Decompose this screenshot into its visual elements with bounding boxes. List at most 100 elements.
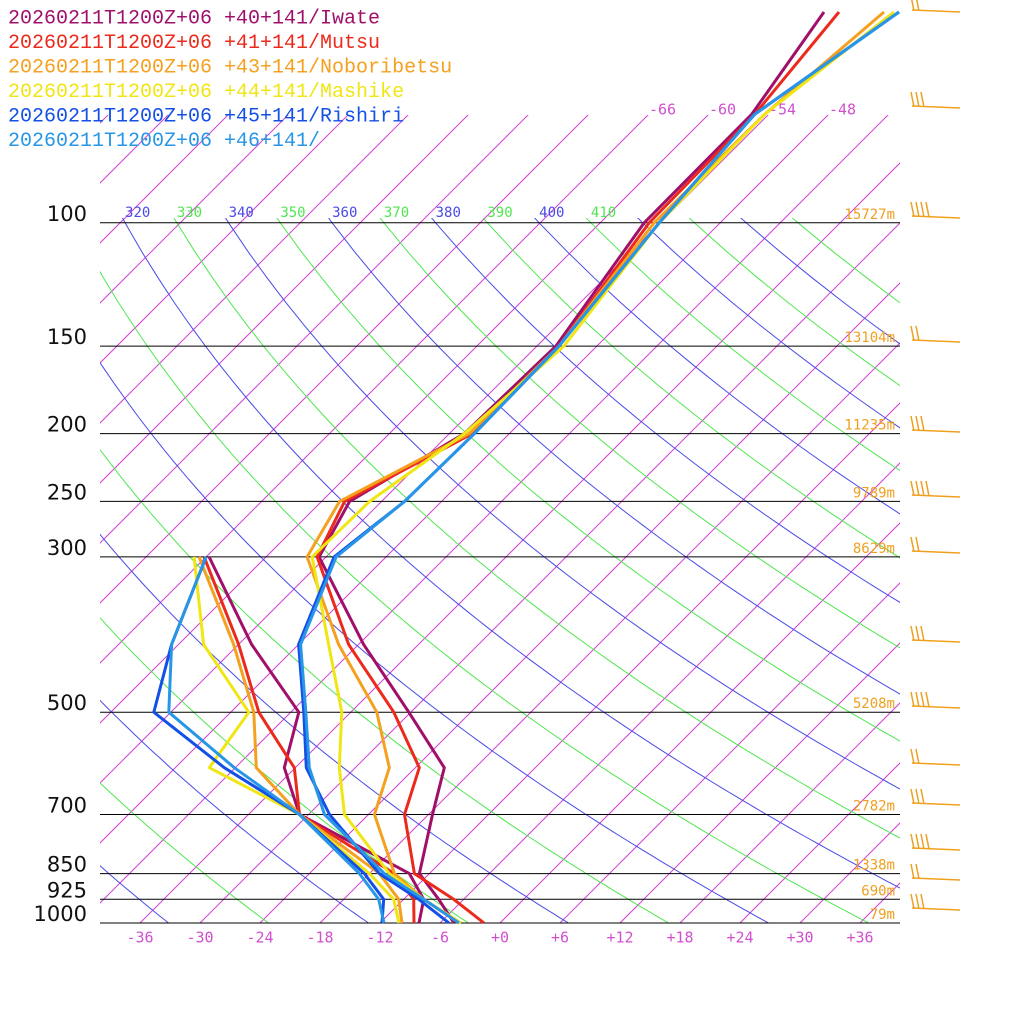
isotherm bbox=[100, 115, 169, 184]
dry-adiabat bbox=[121, 218, 900, 889]
theta-label: 330 bbox=[177, 205, 202, 221]
dry-adiabat bbox=[173, 218, 900, 839]
y-tick-label: 850 bbox=[47, 853, 87, 877]
wind-barb bbox=[910, 691, 961, 709]
wind-barb bbox=[910, 748, 961, 766]
dry-adiabat bbox=[379, 218, 900, 649]
wind-barbs bbox=[910, 0, 961, 911]
height-label: 5208m bbox=[853, 696, 895, 712]
theta-label: 320 bbox=[125, 205, 150, 221]
dry-adiabat bbox=[100, 361, 769, 923]
x-tick-label: -6 bbox=[431, 929, 449, 947]
dry-adiabat bbox=[100, 270, 869, 923]
isotherm bbox=[859, 882, 900, 923]
isotherm bbox=[499, 522, 900, 923]
legend-entry: 20260211T1200Z+06 +40+141/Iwate bbox=[8, 7, 380, 30]
isotherm bbox=[100, 115, 589, 604]
wind-barb bbox=[910, 480, 961, 498]
temperature-line bbox=[305, 10, 885, 925]
x-tick-label: +0 bbox=[491, 929, 509, 947]
x-tick-label: -18 bbox=[306, 929, 333, 947]
y-tick-label: 250 bbox=[47, 480, 87, 504]
isotherm bbox=[679, 702, 900, 923]
dewpoint-line bbox=[167, 556, 386, 924]
dry-adiabat bbox=[431, 218, 900, 603]
legend-entry: 20260211T1200Z+06 +45+141/Rishiri bbox=[8, 105, 404, 128]
wind-barb bbox=[910, 788, 961, 806]
x-tick-label: +36 bbox=[846, 929, 873, 947]
temperature-line bbox=[299, 10, 900, 925]
x-tick-label: +6 bbox=[551, 929, 569, 947]
height-label: 690m bbox=[861, 883, 895, 899]
height-label: 8629m bbox=[853, 541, 895, 557]
legend-entry: 20260211T1200Z+06 +43+141/Noboribetsu bbox=[8, 56, 452, 79]
isotherm bbox=[100, 115, 349, 364]
isotherm bbox=[319, 342, 900, 923]
x-tick-label: -12 bbox=[366, 929, 393, 947]
temperature-line bbox=[315, 11, 841, 925]
dry-adiabat bbox=[100, 448, 669, 923]
y-tick-label: 300 bbox=[47, 536, 87, 560]
temperature-line bbox=[317, 11, 826, 924]
theta-label: 390 bbox=[487, 205, 512, 221]
y-tick-label: 925 bbox=[47, 878, 87, 902]
isotherm bbox=[100, 115, 829, 844]
y-tick-label: 200 bbox=[47, 413, 87, 437]
height-label: 2782m bbox=[853, 799, 895, 815]
legend-entry: 20260211T1200Z+06 +44+141/Mashike bbox=[8, 81, 404, 104]
x-tick-label: -30 bbox=[186, 929, 213, 947]
isotherm bbox=[139, 162, 900, 923]
labels: 320 330 340 350 360 370 380 390 400 410 -66 -60 -54 -… bbox=[8, 7, 895, 946]
theta-label: 410 bbox=[591, 205, 616, 221]
isotherm-label: -54 bbox=[769, 101, 796, 119]
wind-barb bbox=[910, 201, 961, 219]
y-tick-label: 100 bbox=[47, 202, 87, 226]
isotherm bbox=[559, 582, 900, 923]
wind-barb bbox=[910, 325, 961, 343]
isotherm-label: -48 bbox=[829, 101, 856, 119]
wind-barb bbox=[910, 415, 961, 433]
isotherm bbox=[259, 282, 900, 923]
dry-adiabat bbox=[327, 218, 900, 695]
height-label: 15727m bbox=[844, 207, 895, 223]
dry-adiabat bbox=[534, 218, 900, 515]
theta-label: 400 bbox=[539, 205, 564, 221]
isotherm bbox=[619, 642, 900, 923]
height-label: 1338m bbox=[853, 858, 895, 874]
x-tick-label: +24 bbox=[726, 929, 753, 947]
dry-adiabat bbox=[100, 699, 369, 923]
wind-barb bbox=[910, 625, 961, 643]
dry-adiabat bbox=[482, 218, 900, 559]
dry-adiabat bbox=[224, 218, 900, 790]
y-tick-label: 700 bbox=[47, 794, 87, 818]
isotherm bbox=[799, 822, 900, 923]
dry-adiabat bbox=[100, 865, 169, 923]
isotherm-label: -60 bbox=[709, 101, 736, 119]
isotherm bbox=[100, 115, 529, 544]
x-tick-label: +18 bbox=[666, 929, 693, 947]
theta-label: 370 bbox=[384, 205, 409, 221]
legend-entry: 20260211T1200Z+06 +46+141/ bbox=[8, 130, 320, 153]
dewpoint-line bbox=[192, 556, 401, 924]
isotherm bbox=[100, 115, 409, 424]
isotherm bbox=[739, 762, 900, 923]
wind-barb bbox=[910, 536, 961, 554]
wind-barb bbox=[910, 833, 961, 851]
isotherm bbox=[100, 115, 649, 664]
theta-label: 340 bbox=[229, 205, 254, 221]
height-label: 13104m bbox=[844, 330, 895, 346]
isotherm-label: -66 bbox=[649, 101, 676, 119]
x-tick-label: +30 bbox=[786, 929, 813, 947]
x-tick-label: -36 bbox=[126, 929, 153, 947]
wind-barb bbox=[910, 91, 961, 109]
profiles bbox=[152, 10, 900, 925]
theta-label: 360 bbox=[332, 205, 357, 221]
legend-entry: 20260211T1200Z+06 +41+141/Mutsu bbox=[8, 32, 380, 55]
wind-barb bbox=[910, 893, 961, 911]
theta-label: 350 bbox=[280, 205, 305, 221]
isotherm bbox=[100, 115, 709, 724]
isotherm bbox=[100, 115, 469, 484]
y-tick-label: 500 bbox=[47, 691, 87, 715]
isotherm bbox=[100, 115, 289, 304]
